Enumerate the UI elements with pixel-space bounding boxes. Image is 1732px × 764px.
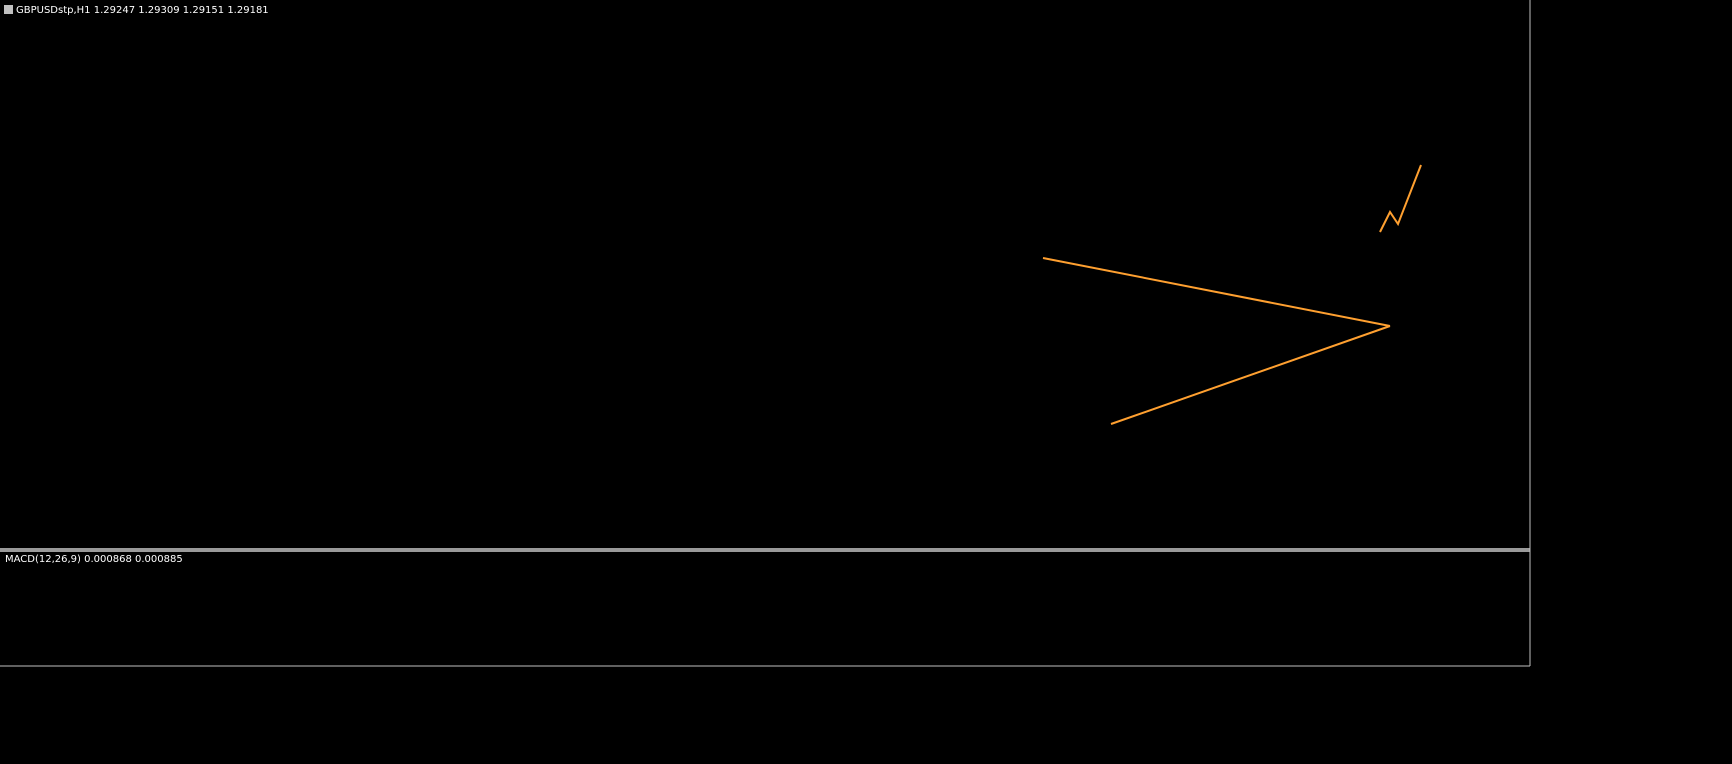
panel-separator [0, 548, 1530, 552]
triangle-drawing [1042, 164, 1422, 425]
projection-line [1379, 164, 1422, 233]
trend-line [1110, 325, 1391, 425]
trend-line [1042, 257, 1391, 327]
symbol-icon [4, 5, 13, 14]
indicator-title: MACD(12,26,9) 0.000868 0.000885 [5, 554, 183, 565]
chart-title: GBPUSDstp,H1 1.29247 1.29309 1.29151 1.2… [16, 5, 269, 16]
